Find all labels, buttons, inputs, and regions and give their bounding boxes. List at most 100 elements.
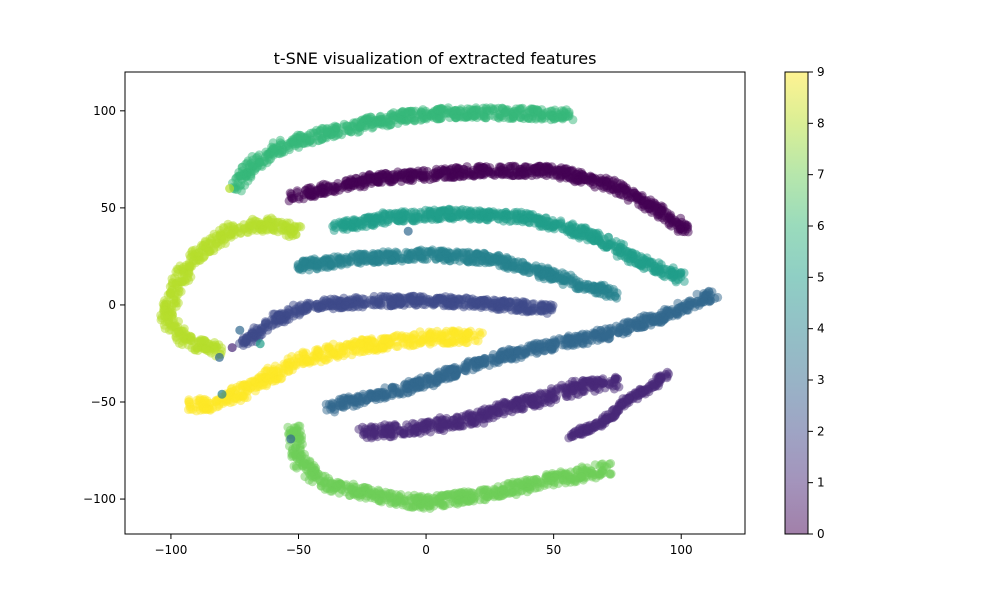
data-point xyxy=(419,172,429,182)
data-point xyxy=(169,318,179,328)
data-point xyxy=(510,161,520,171)
data-point xyxy=(584,424,594,434)
data-point xyxy=(377,343,387,353)
data-point xyxy=(669,271,678,281)
data-point xyxy=(501,259,511,269)
data-point xyxy=(449,415,459,425)
data-point xyxy=(486,103,496,113)
data-point xyxy=(581,175,590,185)
data-point xyxy=(454,209,464,219)
data-point xyxy=(664,307,674,317)
data-point xyxy=(507,399,517,408)
data-point xyxy=(570,174,580,184)
data-point xyxy=(601,173,611,183)
data-point xyxy=(160,324,170,334)
data-point xyxy=(432,293,442,303)
data-point xyxy=(455,256,465,266)
data-point xyxy=(305,136,315,146)
data-point xyxy=(380,334,390,344)
data-point xyxy=(675,224,685,234)
data-point xyxy=(468,252,478,262)
data-point xyxy=(326,186,336,195)
data-point xyxy=(232,382,242,392)
data-point xyxy=(474,214,484,224)
data-point xyxy=(276,374,286,384)
data-point xyxy=(209,345,219,355)
data-point xyxy=(479,112,489,122)
data-point xyxy=(347,395,357,405)
data-point xyxy=(473,336,483,346)
data-point xyxy=(340,219,350,229)
data-point xyxy=(375,173,385,183)
data-point xyxy=(513,306,523,315)
data-point xyxy=(364,340,374,350)
data-point xyxy=(543,163,553,173)
data-point xyxy=(670,215,680,225)
data-point xyxy=(383,249,393,259)
data-point xyxy=(290,139,300,149)
data-point xyxy=(504,297,514,307)
data-point xyxy=(566,270,576,280)
data-point xyxy=(556,218,566,228)
data-point xyxy=(454,338,464,348)
cluster-0 xyxy=(284,161,693,237)
data-point xyxy=(292,186,302,196)
data-point xyxy=(285,188,295,198)
data-point xyxy=(157,313,167,323)
data-point xyxy=(275,223,285,233)
data-point xyxy=(340,300,350,310)
data-point xyxy=(248,329,258,339)
data-point xyxy=(261,147,271,157)
data-point xyxy=(511,258,520,267)
data-point xyxy=(399,428,409,438)
data-point xyxy=(396,298,406,308)
data-point xyxy=(519,215,529,225)
data-point xyxy=(391,421,401,431)
data-point xyxy=(511,109,521,118)
data-point xyxy=(328,304,338,314)
data-point xyxy=(442,248,452,258)
data-point xyxy=(237,336,247,346)
plot-area xyxy=(156,103,723,513)
data-point xyxy=(397,168,407,178)
data-point xyxy=(574,425,584,435)
data-point xyxy=(519,169,529,179)
data-point xyxy=(605,240,615,250)
data-point xyxy=(583,330,593,340)
data-point xyxy=(536,339,546,349)
data-point xyxy=(306,185,316,195)
cluster-8 xyxy=(156,213,306,361)
data-point xyxy=(166,288,175,298)
data-point xyxy=(495,211,505,221)
data-point xyxy=(349,218,359,228)
data-point xyxy=(609,384,619,394)
data-point xyxy=(498,354,508,364)
data-point xyxy=(487,212,496,222)
data-point xyxy=(595,231,605,240)
data-point xyxy=(560,109,570,118)
data-point xyxy=(463,328,473,338)
data-point xyxy=(291,309,301,319)
data-point xyxy=(374,294,384,304)
data-point xyxy=(407,334,417,344)
data-point xyxy=(706,290,715,300)
data-point xyxy=(656,373,666,383)
data-point xyxy=(622,398,632,408)
data-point xyxy=(457,421,467,431)
data-point xyxy=(275,135,285,145)
data-point xyxy=(302,357,312,366)
data-point xyxy=(532,105,542,115)
data-point xyxy=(646,320,656,330)
data-point xyxy=(637,260,647,270)
data-point xyxy=(364,170,374,179)
data-point xyxy=(369,429,379,439)
data-point xyxy=(611,321,621,331)
data-point xyxy=(330,407,340,417)
data-point xyxy=(477,328,487,338)
data-point xyxy=(313,260,322,270)
data-point xyxy=(178,332,188,342)
data-point xyxy=(493,169,503,179)
data-point xyxy=(327,261,337,271)
data-point xyxy=(490,253,499,263)
data-point xyxy=(313,128,323,138)
